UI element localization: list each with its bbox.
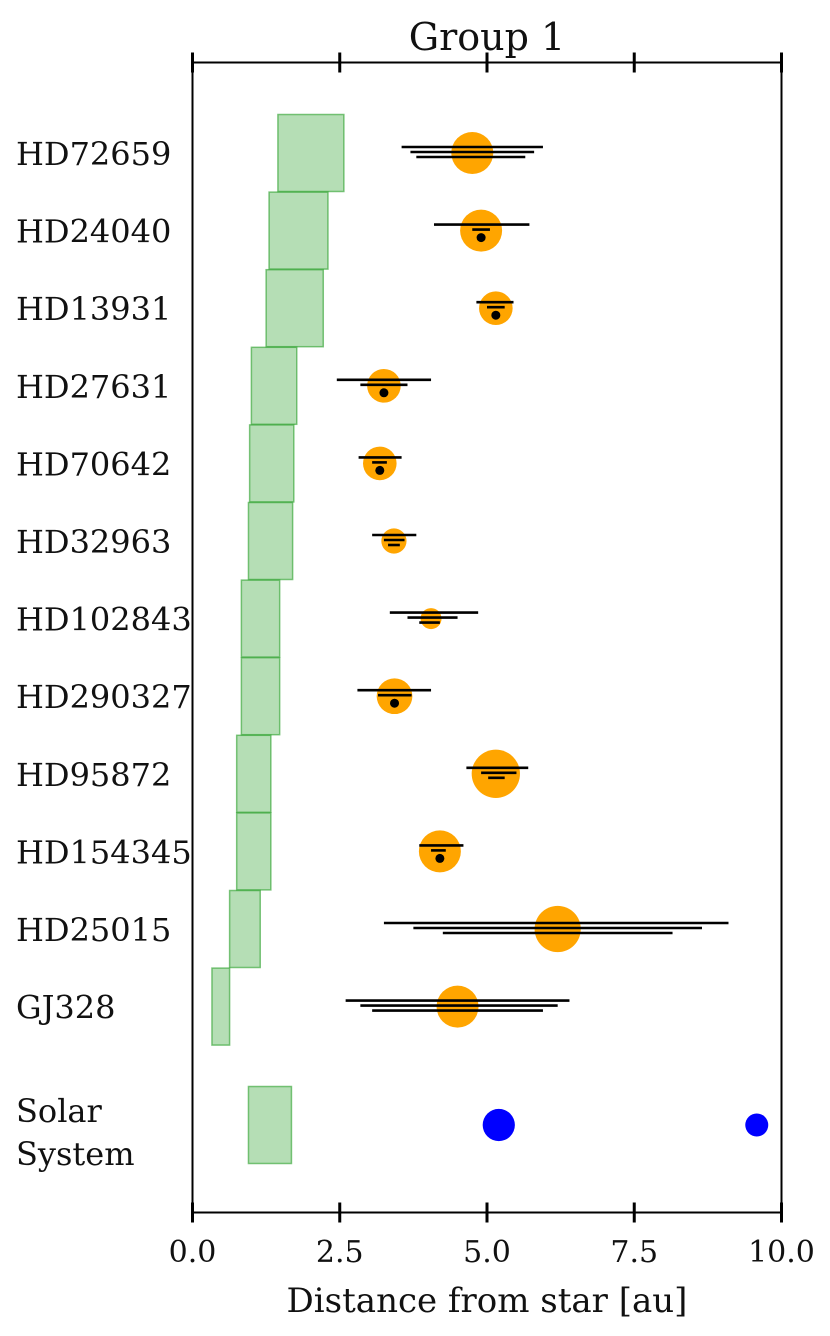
habitable-zone-hd13931 (265, 268, 325, 348)
row-label-hd13931: HD13931 (16, 290, 171, 328)
row-label-hd32963: HD32963 (16, 523, 171, 561)
row-label-hd72659: HD72659 (16, 135, 171, 173)
row-label-hd25015: HD25015 (16, 911, 171, 949)
habitable-zone-hd154345 (235, 812, 272, 891)
solar-system-label-line-2: System (16, 1135, 135, 1173)
x-tick-label-3: 7.5 (610, 1235, 658, 1270)
habitable-zone-hd290327 (240, 656, 281, 736)
habitable-zone-hd27631 (250, 346, 298, 426)
planet-dot-hd290327 (390, 698, 400, 708)
chart-title: Group 1 (409, 15, 565, 59)
row-label-hd24040: HD24040 (16, 213, 171, 251)
habitable-zone-hd32963 (247, 501, 294, 581)
row-labels: HD72659 HD24040 HD13931 HD27631 HD70642 HD329… (16, 135, 192, 1173)
axes: 0.0 2.5 5.0 7.5 10.0 (169, 52, 815, 1270)
habitable-zone-hd72659 (277, 113, 345, 193)
x-tick-label-4: 10.0 (748, 1235, 815, 1270)
planet-dot-hd24040 (476, 233, 486, 243)
planet-dot-hd70642 (375, 465, 385, 475)
planets (336, 132, 769, 1142)
habitable-zone-hd102843 (240, 579, 281, 658)
habitable-zone-solar-system (247, 1085, 293, 1165)
habitable-zone-hd95872 (235, 734, 272, 814)
row-label-hd27631: HD27631 (16, 368, 171, 406)
row-label-gj328: GJ328 (16, 989, 115, 1027)
x-axis-label: Distance from star [au] (287, 1281, 688, 1321)
x-tick-label-0: 0.0 (169, 1235, 217, 1270)
row-label-hd102843: HD102843 (16, 601, 192, 639)
row-label-hd154345: HD154345 (16, 833, 192, 871)
planet-dot-hd27631 (379, 388, 389, 398)
planet-dot-hd154345 (435, 853, 445, 863)
solar-system-label-line-1: Solar (16, 1092, 103, 1130)
habitable-zone-hd24040 (268, 191, 329, 270)
habitable-zone-hd25015 (228, 889, 261, 969)
row-label-hd290327: HD290327 (16, 678, 192, 716)
planet-dot-hd13931 (491, 310, 501, 320)
x-tick-label-2: 5.0 (463, 1235, 511, 1270)
solar-planet-2 (745, 1113, 769, 1137)
solar-planet-1 (482, 1108, 515, 1142)
row-label-hd95872: HD95872 (16, 756, 171, 794)
x-tick-label-1: 2.5 (316, 1235, 364, 1270)
habitable-zones (211, 113, 345, 1165)
habitable-zone-hd70642 (248, 424, 295, 503)
row-label-hd70642: HD70642 (16, 445, 171, 483)
habitable-zone-gj328 (211, 967, 231, 1046)
